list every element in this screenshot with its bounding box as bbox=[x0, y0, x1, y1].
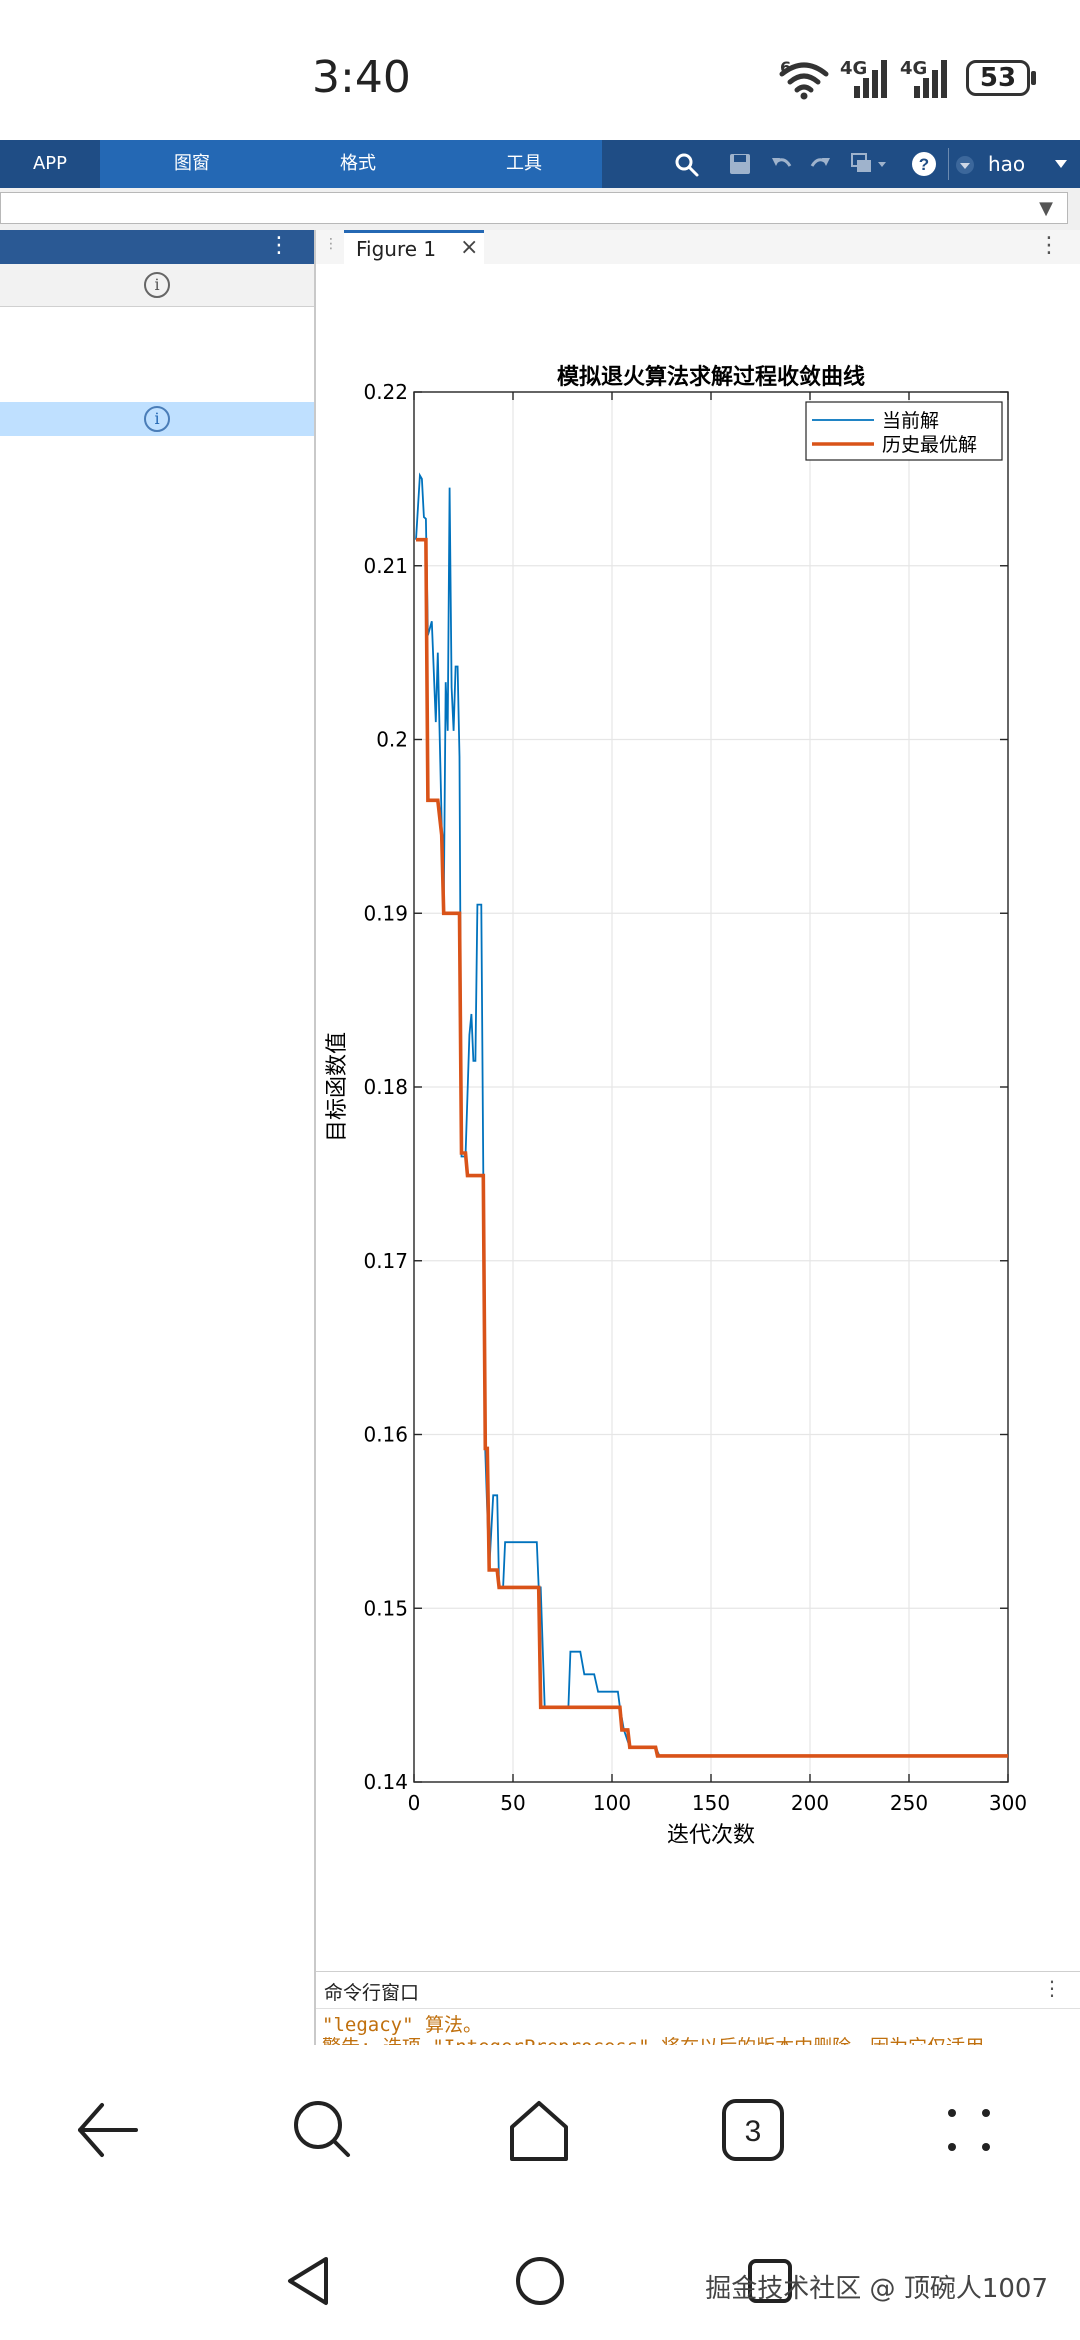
series-line-best bbox=[416, 537, 1008, 1758]
y-tick-label: 0.14 bbox=[363, 1770, 408, 1794]
command-window: 命令行窗口 ⋮ "legacy" 算法。 警告: 选项 "IntegerPrep… bbox=[316, 1971, 1080, 2058]
tab-tools[interactable]: 工具 bbox=[506, 153, 542, 174]
y-tick-label: 0.21 bbox=[363, 554, 408, 578]
battery-icon: 53 bbox=[966, 60, 1030, 96]
series-line-current bbox=[415, 472, 1008, 1757]
browser-toolbar: 3 bbox=[0, 2045, 1080, 2215]
legend-label: 当前解 bbox=[882, 410, 939, 432]
y-tick-label: 0.18 bbox=[363, 1075, 408, 1099]
x-tick-label: 300 bbox=[989, 1791, 1027, 1815]
menu-dots-icon[interactable] bbox=[936, 2097, 1002, 2163]
panel-column-header: i bbox=[0, 264, 314, 307]
tab-figure[interactable]: 图窗 bbox=[174, 153, 210, 174]
more-options-icon[interactable]: ⋮ bbox=[1038, 233, 1060, 258]
wifi-icon bbox=[779, 62, 829, 100]
search-icon[interactable] bbox=[290, 2097, 356, 2163]
undo-icon[interactable] bbox=[770, 152, 794, 176]
user-name[interactable]: hao bbox=[988, 152, 1026, 176]
search-icon[interactable] bbox=[674, 152, 700, 178]
chevron-down-icon[interactable] bbox=[1054, 158, 1068, 170]
x-tick-label: 200 bbox=[791, 1791, 829, 1815]
toolstrip-tab-group: 图窗 格式 工具 bbox=[100, 140, 602, 188]
battery-tip bbox=[1031, 71, 1036, 85]
figure-canvas: 0 50 100 150 200 250 300 0.14 0.15 0.16 0.17 0.18 0.… bbox=[316, 264, 1080, 1971]
figure-tab-label: Figure 1 bbox=[356, 237, 437, 261]
y-tick-label: 0.17 bbox=[363, 1249, 408, 1273]
chart-ticks: 0 50 100 150 200 250 300 0.14 0.15 0.16 0.17 0.18 0.… bbox=[363, 380, 1027, 1815]
dropdown-circle-icon[interactable] bbox=[954, 154, 976, 176]
figure-tab-bar: ⋮⋮ Figure 1 × ⋮ bbox=[316, 230, 1080, 265]
back-triangle-icon[interactable] bbox=[284, 2255, 332, 2307]
tab-format[interactable]: 格式 bbox=[340, 153, 376, 174]
battery-level: 53 bbox=[979, 63, 1017, 93]
status-time: 3:40 bbox=[312, 52, 411, 103]
divider bbox=[316, 2008, 1080, 2009]
panel-header: ⋮ bbox=[0, 230, 314, 264]
address-bar: ▼ bbox=[0, 188, 1080, 230]
recents-square-icon[interactable] bbox=[746, 2257, 794, 2305]
y-tick-label: 0.22 bbox=[363, 380, 408, 404]
y-axis-label: 目标函数值 bbox=[325, 1032, 350, 1142]
x-tick-label: 50 bbox=[500, 1791, 525, 1815]
status-bar: 3:40 6 4G 4G 53 bbox=[0, 0, 1080, 140]
command-window-title: 命令行窗口 bbox=[324, 1982, 420, 2004]
svg-text:?: ? bbox=[919, 155, 929, 174]
close-icon[interactable]: × bbox=[460, 235, 479, 260]
tabs-icon[interactable]: 3 bbox=[720, 2097, 786, 2163]
tab-figure-1[interactable]: Figure 1 × bbox=[344, 230, 484, 264]
y-tick-label: 0.16 bbox=[363, 1423, 408, 1447]
x-axis-label: 迭代次数 bbox=[667, 1823, 755, 1848]
save-icon[interactable] bbox=[728, 152, 752, 176]
back-arrow-icon[interactable] bbox=[74, 2097, 140, 2163]
command-output-line: "legacy" 算法。 bbox=[322, 2014, 482, 2036]
quick-access-toolbar: ? hao bbox=[602, 140, 1080, 188]
more-options-icon[interactable]: ⋮ bbox=[1042, 1976, 1062, 2000]
tab-app[interactable]: APP bbox=[32, 153, 68, 174]
signal-icon-2: 4G bbox=[900, 58, 950, 98]
home-icon[interactable] bbox=[506, 2097, 572, 2163]
chart-series bbox=[415, 472, 1008, 1758]
convergence-chart: 0 50 100 150 200 250 300 0.14 0.15 0.16 0.17 0.18 0.… bbox=[325, 364, 1027, 1848]
more-options-icon[interactable]: ⋮ bbox=[268, 233, 290, 258]
home-circle-icon[interactable] bbox=[514, 2255, 566, 2307]
legend-label: 历史最优解 bbox=[882, 434, 977, 456]
y-tick-label: 0.19 bbox=[363, 901, 408, 925]
watermark: 掘金技术社区 @ 顶碗人1007 bbox=[705, 2274, 1048, 2304]
y-tick-label: 0.2 bbox=[376, 728, 408, 752]
wifi-label: 6 bbox=[780, 58, 792, 77]
chart-title: 模拟退火算法求解过程收敛曲线 bbox=[557, 364, 865, 390]
signal-label-1: 4G bbox=[840, 58, 868, 79]
x-tick-label: 0 bbox=[408, 1791, 421, 1815]
selected-row[interactable]: i bbox=[0, 402, 314, 436]
signal-icon-1: 4G bbox=[840, 58, 890, 98]
window-switch-icon[interactable] bbox=[850, 152, 890, 176]
signal-label-2: 4G bbox=[900, 58, 928, 79]
help-icon[interactable]: ? bbox=[910, 150, 938, 178]
legend-box bbox=[805, 401, 1003, 461]
chevron-down-icon[interactable]: ▼ bbox=[1039, 198, 1053, 219]
left-panel: ⋮ i i bbox=[0, 230, 316, 2045]
current-folder-field[interactable]: ▼ bbox=[0, 192, 1068, 224]
system-nav-bar bbox=[0, 2215, 1080, 2340]
x-tick-label: 250 bbox=[890, 1791, 928, 1815]
x-tick-label: 100 bbox=[593, 1791, 631, 1815]
y-tick-label: 0.15 bbox=[363, 1596, 408, 1620]
x-tick-label: 150 bbox=[692, 1791, 730, 1815]
svg-text:3: 3 bbox=[745, 2115, 762, 2148]
info-icon[interactable]: i bbox=[144, 406, 170, 432]
info-icon[interactable]: i bbox=[144, 272, 170, 298]
redo-icon[interactable] bbox=[808, 152, 832, 176]
chart-grid bbox=[413, 391, 1009, 1783]
